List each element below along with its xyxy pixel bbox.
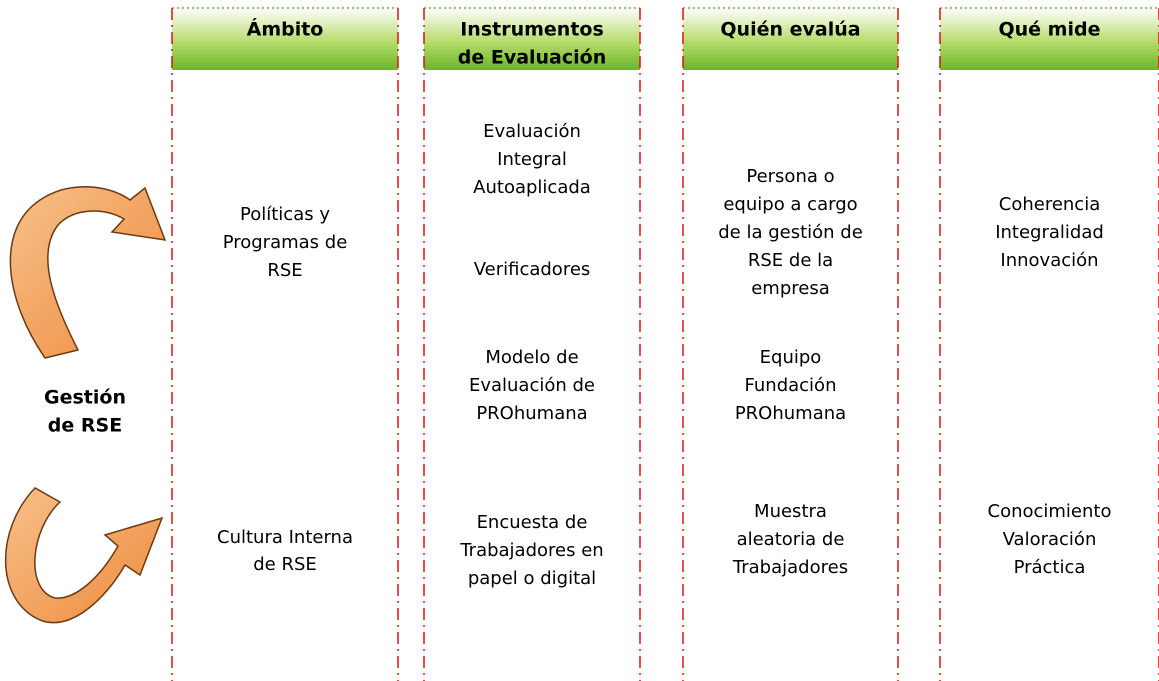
cell-text: Encuesta de [477,512,588,533]
cell-text: Fundación [745,375,837,396]
cell-text: RSE de la [748,250,833,271]
cell-text: Políticas y [240,204,330,225]
cell-text: PROhumana [735,403,846,424]
header-background [172,8,398,70]
cell-text: Muestra [754,501,827,522]
curved-arrow [4,487,164,624]
side-label: de RSE [48,415,122,437]
cell-text: Trabajadores en [459,540,603,561]
cell-text: Programas de [223,232,348,253]
header-background [424,8,640,70]
cell-text: Persona o [746,166,834,187]
curved-arrow [9,186,167,359]
cell-text: Evaluación de [469,375,595,396]
column-header: Qué mide [999,19,1101,41]
cell-text: de la gestión de [718,222,863,243]
cell-text: Conocimiento [988,501,1112,522]
cell-text: Cultura Interna [217,527,353,548]
cell-text: Evaluación [483,121,581,142]
column-header: Instrumentos [460,19,604,41]
cell-text: papel o digital [468,568,596,589]
cell-text: RSE [267,260,302,281]
cell-text: Verificadores [474,259,591,280]
side-label: Gestión [44,387,126,409]
cell-text: Práctica [1014,557,1086,578]
cell-text: Trabajadores [732,557,848,578]
cell-text: Integral [497,149,567,170]
column-header: Quién evalúa [720,19,860,41]
column-header: Ámbito [247,18,324,41]
header-background [683,8,898,70]
cell-text: PROhumana [476,403,587,424]
cell-text: Innovación [1000,250,1098,271]
cell-text: Valoración [1003,529,1097,550]
cell-text: Equipo [760,347,822,368]
column-header: de Evaluación [458,47,607,69]
cell-text: equipo a cargo [723,194,857,215]
arrows [4,186,167,624]
cell-text: Integralidad [995,222,1104,243]
cell-text: empresa [751,278,830,299]
cell-text: de RSE [253,554,317,575]
cell-text: Autoaplicada [473,177,591,198]
cell-text: Modelo de [485,347,578,368]
cell-text: Coherencia [999,194,1100,215]
cell-text: aleatoria de [737,529,845,550]
header-background [940,8,1159,70]
